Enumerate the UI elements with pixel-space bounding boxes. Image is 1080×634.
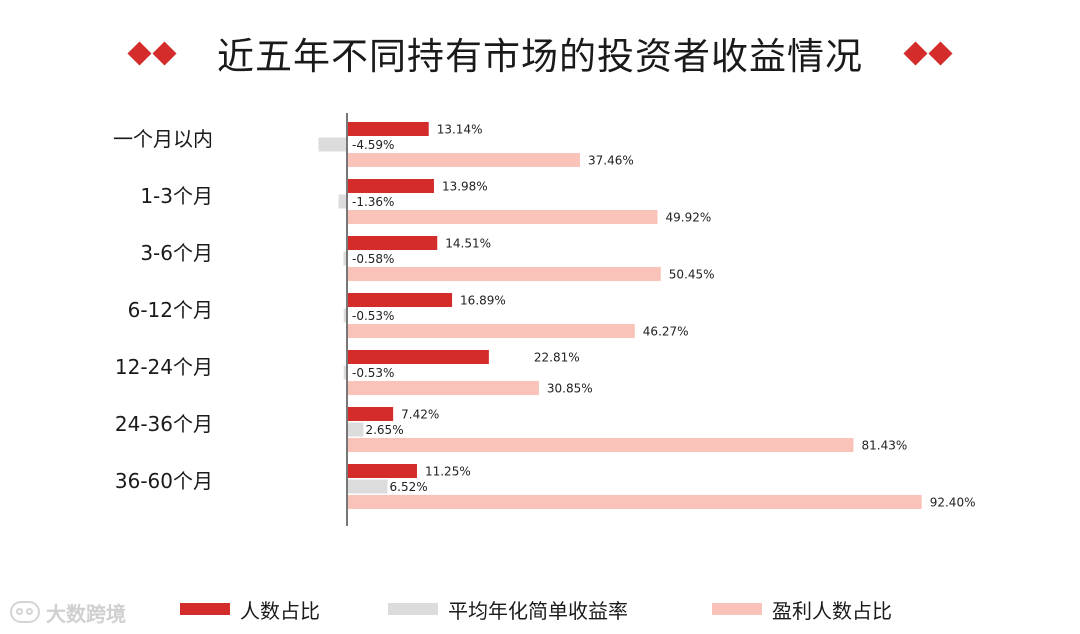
- watermark: 大数跨境: [10, 598, 126, 626]
- category-label: 36-60个月: [115, 469, 213, 493]
- data-label: 13.14%: [437, 123, 483, 137]
- bar: [347, 438, 854, 452]
- legend-label: 人数占比: [240, 598, 320, 623]
- data-label: 92.40%: [930, 496, 976, 510]
- bar: [347, 495, 922, 509]
- data-label: 2.65%: [365, 423, 403, 437]
- chart-legend: 人数占比 平均年化简单收益率 盈利人数占比: [0, 590, 1080, 630]
- category-label: 24-36个月: [115, 412, 213, 436]
- bar: [347, 153, 581, 167]
- data-label: 14.51%: [445, 237, 491, 251]
- category-label: 12-24个月: [115, 355, 213, 379]
- legend-swatch: [388, 603, 438, 615]
- category-label: 3-6个月: [140, 241, 213, 265]
- category-label: 一个月以内: [113, 127, 213, 151]
- brand-logo-icon: [10, 601, 40, 623]
- bar: [347, 464, 417, 478]
- legend-swatch: [180, 603, 230, 615]
- data-label: 11.25%: [425, 465, 471, 479]
- data-label: 50.45%: [669, 268, 715, 282]
- data-label: -0.53%: [352, 366, 394, 380]
- legend-swatch: [712, 603, 762, 615]
- bar: [343, 365, 347, 380]
- data-label: 46.27%: [643, 325, 689, 339]
- bar: [347, 422, 364, 437]
- legend-item-avg-return: 平均年化简单收益率: [388, 596, 628, 623]
- data-label: 37.46%: [588, 154, 634, 168]
- data-label: 13.98%: [442, 180, 488, 194]
- data-label: 49.92%: [666, 211, 712, 225]
- data-label: 30.85%: [547, 382, 593, 396]
- chart-title: 近五年不同持有市场的投资者收益情况: [217, 35, 863, 78]
- data-label: -1.36%: [352, 195, 394, 209]
- data-label: 16.89%: [460, 294, 506, 308]
- bar: [338, 194, 347, 209]
- data-label: -0.53%: [352, 309, 394, 323]
- bar: [347, 381, 539, 395]
- data-label: 6.52%: [390, 480, 428, 494]
- bar: [347, 479, 388, 494]
- bar: [343, 251, 347, 266]
- legend-label: 盈利人数占比: [772, 598, 892, 623]
- bar: [347, 324, 635, 338]
- data-label: 81.43%: [861, 439, 907, 453]
- title-row: 近五年不同持有市场的投资者收益情况: [0, 26, 1080, 80]
- category-label: 1-3个月: [140, 184, 213, 208]
- bar: [343, 308, 347, 323]
- bar: [347, 210, 658, 224]
- legend-item-profit-share: 盈利人数占比: [712, 596, 892, 623]
- legend-label: 平均年化简单收益率: [448, 598, 628, 623]
- data-label: -4.59%: [352, 138, 394, 152]
- legend-item-people-share: 人数占比: [180, 596, 320, 623]
- bar: [347, 179, 434, 193]
- category-label: 6-12个月: [128, 298, 213, 322]
- data-label: -0.58%: [352, 252, 394, 266]
- bar: [347, 122, 429, 136]
- data-label: 22.81%: [534, 351, 580, 365]
- bar: [347, 236, 438, 250]
- bar: [347, 293, 453, 307]
- watermark-text: 大数跨境: [46, 601, 126, 626]
- bar: [318, 137, 347, 152]
- bar: [347, 350, 489, 364]
- bar: [347, 407, 394, 421]
- data-label: 7.42%: [401, 408, 439, 422]
- bar: [347, 267, 661, 281]
